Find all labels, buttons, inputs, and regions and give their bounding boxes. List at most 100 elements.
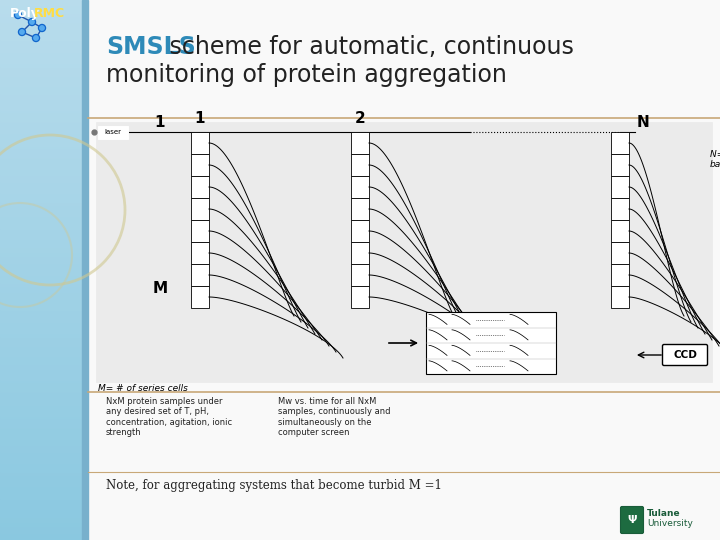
Bar [0, 102, 88, 104]
Bar [0, 41, 88, 43]
Bar [0, 194, 88, 196]
Bar [96, 122, 712, 382]
Circle shape [38, 24, 45, 31]
Bar [0, 307, 88, 309]
Bar [0, 509, 88, 511]
Bar [0, 478, 88, 481]
Bar [0, 225, 88, 227]
Bar [0, 408, 88, 410]
Bar [0, 43, 88, 45]
Bar [0, 322, 88, 324]
Bar [0, 444, 88, 447]
Bar [0, 124, 88, 126]
Bar [0, 468, 88, 470]
Bar [0, 239, 88, 241]
Bar [0, 293, 88, 295]
Bar [0, 392, 88, 394]
Bar [0, 512, 88, 515]
Bar [0, 16, 88, 18]
Bar [0, 12, 88, 15]
Bar [0, 63, 88, 65]
Bar [0, 340, 88, 342]
Bar [0, 259, 88, 261]
Bar [0, 455, 88, 457]
Bar [0, 268, 88, 270]
Bar [351, 264, 369, 286]
Bar [0, 484, 88, 486]
Bar [0, 491, 88, 493]
Bar [0, 23, 88, 25]
Bar [0, 181, 88, 184]
Bar [0, 168, 88, 171]
Bar [0, 188, 88, 191]
Bar [0, 201, 88, 204]
Bar [0, 187, 88, 189]
Bar [0, 75, 88, 77]
Bar [0, 469, 88, 471]
Bar [0, 522, 88, 524]
Bar [0, 496, 88, 498]
Bar [0, 230, 88, 232]
Text: Note, for aggregating systems that become turbid M =1: Note, for aggregating systems that becom… [106, 478, 442, 491]
Bar [0, 465, 88, 468]
Bar [0, 476, 88, 479]
Bar [0, 36, 88, 38]
Bar [0, 352, 88, 355]
Bar [0, 205, 88, 207]
Bar [0, 107, 88, 110]
Bar [0, 350, 88, 353]
Bar [0, 214, 88, 216]
Text: 1: 1 [194, 111, 205, 126]
Text: 1: 1 [155, 115, 166, 130]
Bar [0, 360, 88, 362]
Bar [0, 406, 88, 409]
Bar [0, 1, 88, 4]
Bar [0, 60, 88, 63]
Bar [0, 14, 88, 16]
Bar [0, 269, 88, 272]
Bar [0, 144, 88, 146]
Bar [0, 206, 88, 209]
Bar [0, 70, 88, 72]
Bar [0, 338, 88, 340]
Bar [0, 441, 88, 443]
Bar [0, 538, 88, 540]
Bar [0, 498, 88, 501]
Bar [0, 10, 88, 12]
Bar [0, 104, 88, 106]
Bar [611, 132, 629, 154]
Bar [191, 286, 209, 308]
Bar [0, 314, 88, 317]
Bar [0, 514, 88, 517]
Bar [611, 154, 629, 176]
Bar [0, 448, 88, 450]
Bar [0, 93, 88, 96]
Bar [0, 475, 88, 477]
Bar [0, 298, 88, 301]
Bar [0, 492, 88, 495]
Bar [611, 242, 629, 264]
Bar [0, 80, 88, 83]
Bar [0, 280, 88, 282]
Bar [0, 327, 88, 329]
Bar [0, 383, 88, 385]
Bar [0, 255, 88, 258]
Bar [0, 244, 88, 247]
Bar [0, 523, 88, 525]
Bar [0, 79, 88, 81]
Bar [0, 424, 88, 427]
Bar [0, 127, 88, 130]
Bar [0, 171, 88, 173]
Bar [0, 507, 88, 509]
Bar [0, 30, 88, 32]
Circle shape [16, 13, 20, 17]
Bar [0, 233, 88, 236]
Bar [0, 532, 88, 535]
Bar [0, 446, 88, 448]
Bar [0, 316, 88, 319]
Bar [0, 354, 88, 356]
Bar [0, 176, 88, 178]
Bar [191, 220, 209, 242]
Bar [0, 19, 88, 22]
Bar [0, 309, 88, 312]
